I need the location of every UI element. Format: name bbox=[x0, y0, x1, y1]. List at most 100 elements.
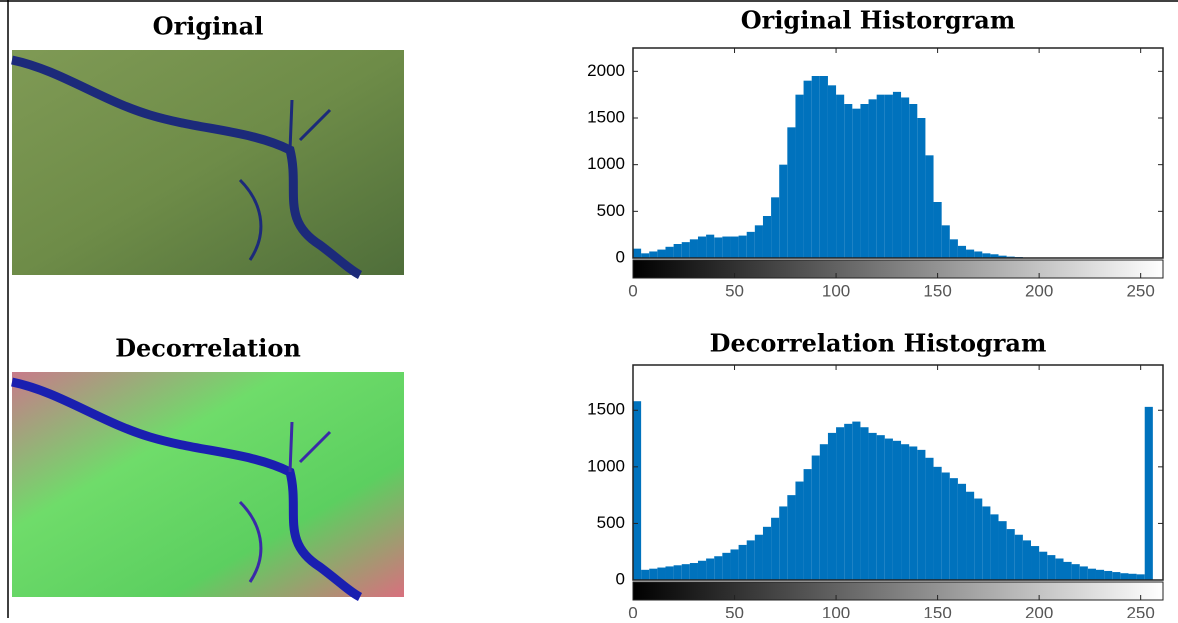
bar bbox=[649, 569, 657, 580]
bar bbox=[755, 225, 763, 258]
bar bbox=[893, 441, 901, 580]
bar bbox=[1063, 562, 1071, 580]
bar bbox=[950, 478, 958, 580]
image-title: Original bbox=[153, 12, 264, 41]
bar bbox=[1088, 569, 1096, 580]
bar bbox=[674, 565, 682, 580]
bar bbox=[1055, 559, 1063, 581]
bar bbox=[706, 559, 714, 581]
bar bbox=[722, 553, 730, 580]
bar bbox=[852, 422, 860, 580]
bar bbox=[682, 242, 690, 258]
y-tick-label: 0 bbox=[616, 247, 625, 266]
bar bbox=[682, 564, 690, 580]
bar bbox=[1047, 555, 1055, 580]
bar bbox=[934, 202, 942, 258]
bar bbox=[812, 456, 820, 580]
bar bbox=[860, 104, 868, 258]
bar bbox=[657, 250, 665, 258]
bar bbox=[763, 216, 771, 258]
bar bbox=[958, 246, 966, 258]
bar bbox=[633, 401, 641, 580]
chart-title: Original Historgram bbox=[741, 6, 1015, 35]
bar bbox=[795, 482, 803, 580]
figure: Original Decorrelation Original Historgr… bbox=[0, 0, 1178, 618]
bar bbox=[974, 251, 982, 258]
bar bbox=[779, 506, 787, 580]
bar bbox=[633, 249, 641, 258]
bar bbox=[1145, 407, 1153, 580]
bar bbox=[641, 570, 649, 580]
x-tick-label: 0 bbox=[628, 281, 637, 300]
bar bbox=[747, 540, 755, 580]
bar bbox=[828, 85, 836, 258]
bar bbox=[730, 237, 738, 258]
bar bbox=[869, 99, 877, 258]
bar bbox=[925, 155, 933, 258]
bar bbox=[1104, 571, 1112, 580]
bar bbox=[877, 95, 885, 258]
bar bbox=[950, 239, 958, 258]
bar bbox=[665, 566, 673, 580]
bar bbox=[1015, 535, 1023, 580]
bar bbox=[1007, 529, 1015, 580]
bar bbox=[779, 165, 787, 258]
bar bbox=[649, 251, 657, 258]
bar bbox=[828, 433, 836, 580]
bar bbox=[974, 499, 982, 580]
bar bbox=[804, 81, 812, 258]
x-tick-label: 0 bbox=[628, 603, 637, 618]
bar bbox=[804, 469, 812, 580]
x-tick-label: 150 bbox=[923, 281, 951, 300]
bar bbox=[1096, 570, 1104, 580]
bar bbox=[966, 250, 974, 258]
image-title: Decorrelation bbox=[115, 334, 301, 363]
bar bbox=[739, 545, 747, 580]
bar bbox=[990, 514, 998, 580]
bar bbox=[714, 237, 722, 258]
bar bbox=[698, 561, 706, 580]
bar bbox=[860, 427, 868, 580]
bar bbox=[763, 527, 771, 580]
bar bbox=[812, 76, 820, 258]
bar bbox=[665, 247, 673, 258]
bar bbox=[1128, 574, 1136, 580]
bar bbox=[657, 568, 665, 580]
bar bbox=[909, 104, 917, 258]
y-tick-label: 500 bbox=[597, 201, 625, 220]
bar bbox=[1031, 546, 1039, 580]
bar bbox=[1072, 564, 1080, 580]
bar bbox=[958, 484, 966, 580]
bar bbox=[982, 506, 990, 580]
bar bbox=[690, 239, 698, 258]
bar bbox=[747, 232, 755, 258]
bar bbox=[1112, 572, 1120, 580]
bar bbox=[942, 473, 950, 581]
bar bbox=[739, 236, 747, 258]
y-tick-label: 1500 bbox=[587, 400, 625, 419]
bar bbox=[901, 97, 909, 258]
x-tick-label: 150 bbox=[923, 603, 951, 618]
bar bbox=[877, 435, 885, 580]
x-tick-label: 100 bbox=[822, 281, 850, 300]
y-tick-label: 1500 bbox=[587, 107, 625, 126]
bar bbox=[771, 518, 779, 580]
colorbar bbox=[633, 582, 1163, 600]
bar bbox=[820, 76, 828, 258]
bar bbox=[893, 92, 901, 258]
bar bbox=[917, 118, 925, 258]
colorbar bbox=[633, 260, 1163, 278]
y-tick-label: 1000 bbox=[587, 456, 625, 475]
bar bbox=[885, 439, 893, 580]
bar bbox=[885, 95, 893, 258]
x-tick-label: 250 bbox=[1126, 281, 1154, 300]
bar bbox=[934, 467, 942, 580]
bar bbox=[722, 237, 730, 258]
y-tick-label: 2000 bbox=[587, 61, 625, 80]
bar bbox=[869, 433, 877, 580]
bar bbox=[844, 424, 852, 580]
bar bbox=[909, 446, 917, 580]
bar bbox=[836, 427, 844, 580]
x-tick-label: 200 bbox=[1025, 603, 1053, 618]
bar bbox=[901, 444, 909, 580]
